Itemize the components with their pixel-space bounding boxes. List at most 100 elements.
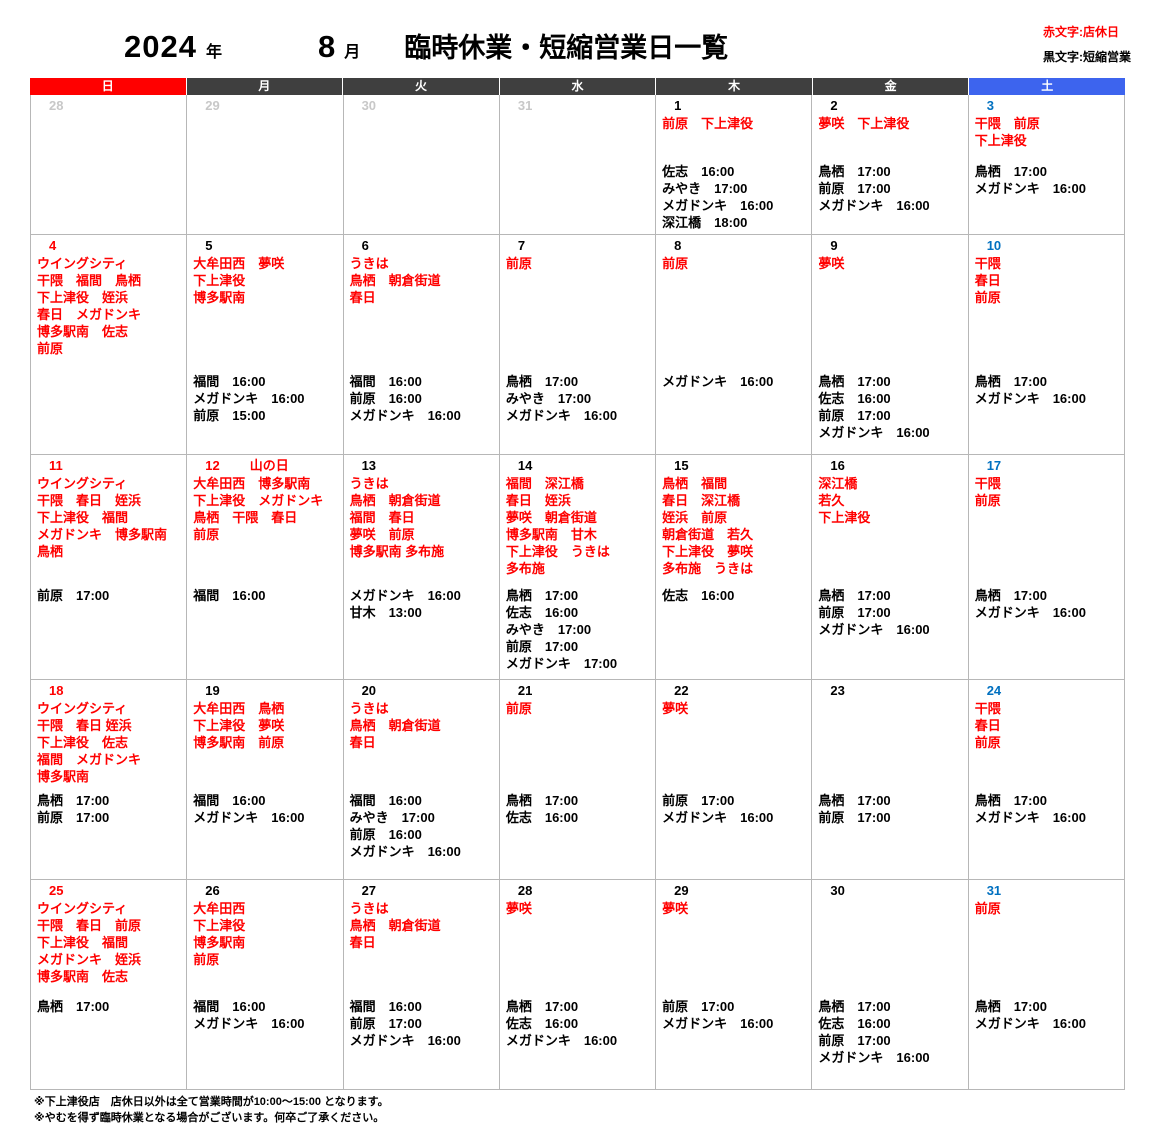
day-cell: 20 うきは 鳥栖 朝倉街道 春日 福間 16:00 みやき 17:00 前原 16:00 メ…: [343, 680, 500, 880]
closed-stores-line: 春日: [349, 935, 376, 950]
closed-stores-line: 下上津役: [974, 133, 1027, 148]
day-cell: 4 ウイングシティ 干隈 福間 鳥栖 下上津役 姪浜 春日 メガドンキ 博多駅南 佐志 前原: [31, 235, 188, 455]
day-cell: 26 大牟田西 下上津役 博多駅南 前原 福間 16:00 メガドンキ 16:00: [187, 880, 344, 1090]
day-cell: 12 山の日 大牟田西 博多駅南 下上津役 メガドンキ 鳥栖 干隈 春日 前原 福間 16:…: [187, 455, 344, 680]
closed-stores-line: 福間 メガドンキ: [37, 752, 142, 767]
closed-stores-line: 深江橋: [818, 476, 858, 491]
closed-stores-line: 鳥栖 朝倉街道: [349, 273, 441, 288]
date-number: 28: [517, 883, 533, 898]
closed-stores-line: 下上津役: [193, 918, 246, 933]
day-cell: 18 ウイングシティ 干隈 春日 姪浜 下上津役 佐志 福間 メガドンキ 博多駅南 鳥栖 1…: [31, 680, 188, 880]
closed-stores-line: ウイングシティ: [37, 256, 128, 271]
date-number: 26: [205, 883, 220, 898]
closed-stores-line: 下上津役 福間: [37, 935, 129, 950]
day-cell: 30 鳥栖 17:00 佐志 16:00 前原 17:00 メガドンキ 16:00: [812, 880, 969, 1090]
shortened-hours-line: 前原 17:00: [818, 408, 891, 423]
day-cell: 17 干隈 前原 鳥栖 17:00 メガドンキ 16:00: [968, 455, 1125, 680]
date-number: 27: [361, 883, 377, 898]
closed-stores-line: 博多駅南: [193, 935, 246, 950]
shortened-hours-line: 佐志 16:00: [505, 605, 579, 620]
calendar-week-row: 11 ウイングシティ 干隈 春日 姪浜 下上津役 福間 メガドンキ 博多駅南 鳥栖 前原 1…: [31, 455, 1125, 680]
shortened-hours-line: メガドンキ 16:00: [974, 181, 1086, 196]
day-cell: 11 ウイングシティ 干隈 春日 姪浜 下上津役 福間 メガドンキ 博多駅南 鳥栖 前原 1…: [31, 455, 188, 680]
shortened-hours-line: メガドンキ 16:00: [193, 810, 305, 825]
footnotes: ※下上津役店 店休日以外は全て営業時間が10:00～15:00 となります。 ※…: [34, 1094, 1153, 1126]
shortened-hours-line: メガドンキ 16:00: [349, 408, 461, 423]
date-number: 29: [205, 98, 220, 113]
legend-closed-days: 赤文字:店休日: [1043, 25, 1119, 39]
closed-stores-line: 鳥栖 朝倉街道: [349, 493, 441, 508]
date-number: 28: [49, 98, 64, 113]
shortened-hours-line: 鳥栖 17:00: [818, 164, 891, 179]
calendar-week-row: 18 ウイングシティ 干隈 春日 姪浜 下上津役 佐志 福間 メガドンキ 博多駅南 鳥栖 1…: [31, 680, 1125, 880]
shortened-hours-line: 佐志 16:00: [505, 1016, 579, 1031]
closed-stores-line: ウイングシティ: [37, 901, 128, 916]
closed-stores-line: 多布施 うきは: [662, 561, 754, 576]
date-number: 15: [674, 458, 689, 473]
shortened-hours-line: メガドンキ 16:00: [505, 1033, 618, 1048]
closed-stores-line: 干隈 春日 前原: [37, 918, 142, 933]
closed-stores-line: 春日: [349, 290, 376, 305]
closed-stores-line: 博多駅南 前原: [193, 735, 285, 750]
date-number: 10: [986, 238, 1002, 253]
closed-stores-line: 春日: [974, 273, 1001, 288]
closed-stores-line: 福間 深江橋: [505, 476, 584, 491]
date-number: 8: [674, 238, 682, 253]
shortened-hours-line: 鳥栖 17:00: [505, 793, 579, 808]
closed-stores-line: 夢咲 前原: [349, 527, 415, 542]
shortened-hours-line: 鳥栖 17:00: [974, 374, 1047, 389]
closed-stores-line: 干隈 前原: [974, 116, 1040, 131]
shortened-hours-line: メガドンキ 16:00: [818, 425, 930, 440]
closed-stores-line: 博多駅南 多布施: [349, 544, 445, 559]
shortened-hours-line: みやき 17:00: [505, 622, 592, 637]
closed-stores-line: 前原: [974, 735, 1001, 750]
day-cell: 7 前原 鳥栖 17:00 みやき 17:00 メガドンキ 16:00: [499, 235, 657, 455]
shortened-hours-line: メガドンキ 16:00: [662, 374, 774, 389]
date-number: 13: [361, 458, 377, 473]
weekday-header-fri: 金: [812, 78, 970, 95]
footnote-disclaimer: ※やむを得ず臨時休業となる場合がございます。何卒ご了承ください。: [34, 1112, 385, 1124]
shortened-hours-line: 前原 15:00: [193, 408, 266, 423]
shortened-hours-line: 前原 17:00: [818, 181, 891, 196]
weekday-header-tue: 火: [343, 78, 500, 95]
date-number: 4: [49, 238, 57, 253]
shortened-hours-line: メガドンキ 16:00: [662, 1016, 774, 1031]
shortened-hours-line: みやき 17:00: [349, 810, 435, 825]
closed-stores-line: 前原: [37, 341, 64, 356]
shortened-hours-line: メガドンキ 16:00: [818, 198, 930, 213]
closed-stores-line: 夢咲: [662, 701, 689, 716]
date-number: 20: [361, 683, 377, 698]
closed-stores-line: 春日: [974, 718, 1001, 733]
shortened-hours-line: メガドンキ 16:00: [505, 408, 618, 423]
shortened-hours-line: 鳥栖 17:00: [505, 588, 579, 603]
date-number: 6: [361, 238, 369, 253]
closed-stores-line: 前原: [662, 256, 689, 271]
shortened-hours-line: 鳥栖 17:00: [818, 588, 891, 603]
shortened-hours-line: メガドンキ 16:00: [662, 198, 774, 213]
date-number: 31: [986, 883, 1002, 898]
calendar: 日月火水木金土 28 29 30 31 1 前原 下上津役 佐志 16:00 みやき 17:0…: [30, 78, 1126, 1090]
shortened-hours-line: 福間 16:00: [193, 793, 266, 808]
legend-shortened-hours: 黒文字:短縮営業: [1043, 50, 1131, 64]
shortened-hours-line: 鳥栖 17:00: [818, 999, 891, 1014]
shortened-hours-line: 深江橋 18:00: [662, 215, 748, 230]
closed-stores-line: 夢咲 朝倉街道: [505, 510, 597, 525]
closed-stores-line: うきは: [349, 901, 389, 916]
closed-stores-line: 干隈: [974, 701, 1001, 716]
closed-stores-line: 夢咲: [818, 256, 845, 271]
date-number: 19: [205, 683, 220, 698]
shortened-hours-line: メガドンキ 16:00: [349, 588, 461, 603]
date-number: 23: [830, 683, 845, 698]
closed-stores-line: 干隈 春日 姪浜: [37, 493, 142, 508]
calendar-grid: 28 29 30 31 1 前原 下上津役 佐志 16:00 みやき 17:00 メガドンキ 1…: [30, 95, 1125, 1090]
closed-stores-line: 博多駅南: [37, 769, 90, 784]
shortened-hours-line: 佐志 16:00: [662, 164, 735, 179]
shortened-hours-line: メガドンキ 17:00: [505, 656, 618, 671]
weekday-header-row: 日月火水木金土: [30, 78, 1126, 95]
closed-stores-line: 前原: [193, 952, 220, 967]
shortened-hours-line: メガドンキ 16:00: [974, 1016, 1086, 1031]
day-cell: 24 干隈 春日 前原 鳥栖 17:00 メガドンキ 16:00: [968, 680, 1125, 880]
closed-stores-line: 干隈 福間 鳥栖: [37, 273, 142, 288]
shortened-hours-line: 前原 17:00: [818, 605, 891, 620]
closed-stores-line: 鳥栖 干隈 春日: [193, 510, 298, 525]
